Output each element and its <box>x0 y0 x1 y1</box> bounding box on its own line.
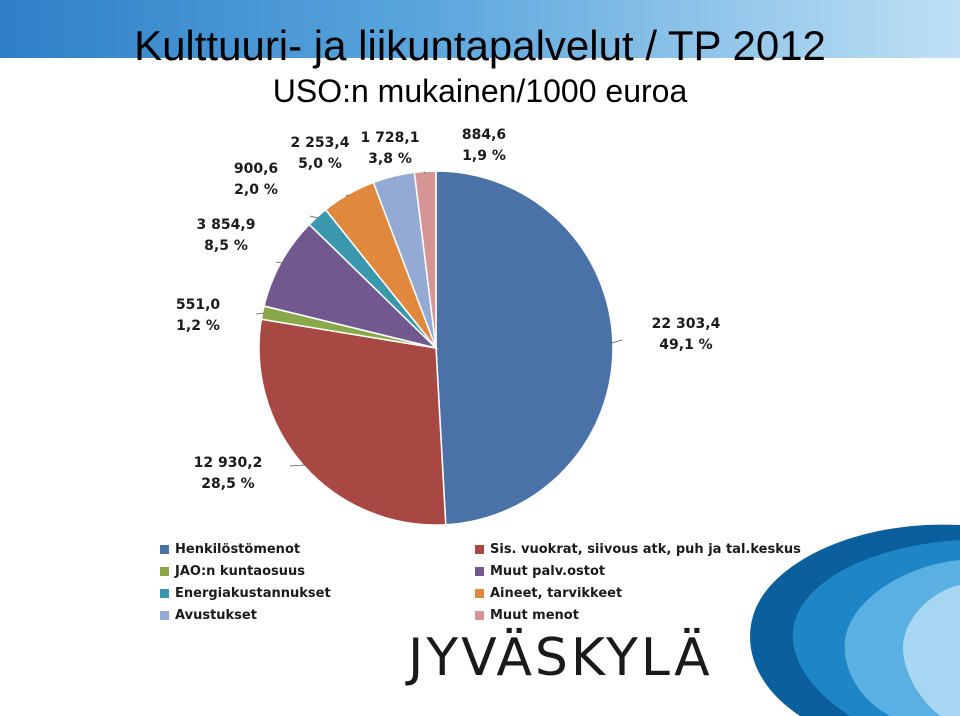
leader-line-7 <box>423 171 426 174</box>
legend-label: Aineet, tarvikkeet <box>490 585 623 601</box>
legend-swatch <box>475 610 484 620</box>
data-label-percent-4: 2,0 % <box>234 182 278 198</box>
legend-item-2: JAO:n kuntaosuus <box>160 562 475 580</box>
legend-item-6: Avustukset <box>160 606 475 624</box>
legend-label: Muut palv.ostot <box>490 563 606 579</box>
legend-item-1: Sis. vuokrat, siivous atk, puh ja tal.ke… <box>475 540 801 558</box>
slide-subtitle: USO:n mukainen/1000 euroa <box>272 73 688 109</box>
legend-swatch <box>475 544 484 554</box>
legend-label: Muut menot <box>490 607 579 623</box>
chart-legend: Henkilöstömenot Sis. vuokrat, siivous atk… <box>160 540 801 624</box>
legend-item-0: Henkilöstömenot <box>160 540 475 558</box>
legend-item-5: Aineet, tarvikkeet <box>475 584 800 602</box>
leader-lines <box>255 171 623 467</box>
leader-line-2 <box>255 312 265 315</box>
legend-swatch <box>475 566 484 576</box>
slide-title: Kulttuuri- ja liikuntapalvelut / TP 2012 <box>134 22 826 69</box>
header-band <box>0 0 960 58</box>
legend-swatch <box>160 566 169 576</box>
data-label-value-1: 12 930,2 <box>194 455 263 471</box>
data-label-percent-7: 1,9 % <box>462 148 506 164</box>
data-label-value-0: 22 303,4 <box>652 316 721 332</box>
data-label-value-7: 884,6 <box>462 127 506 143</box>
legend-swatch <box>475 588 484 598</box>
legend-label: JAO:n kuntaosuus <box>175 563 305 579</box>
legend-label: Sis. vuokrat, siivous atk, puh ja tal.ke… <box>490 541 801 557</box>
legend-label: Avustukset <box>175 607 257 623</box>
leader-line-4 <box>309 215 319 219</box>
legend-swatch <box>160 610 169 620</box>
data-label-value-3: 3 854,9 <box>197 217 256 233</box>
jyvaskyla-logo: JYVÄSKYLÄ <box>408 628 713 688</box>
legend-swatch <box>160 544 169 554</box>
leader-line-3 <box>275 261 284 264</box>
pie-slice-0 <box>435 170 614 526</box>
data-label-percent-5: 5,0 % <box>298 156 342 172</box>
data-label-percent-1: 28,5 % <box>201 476 254 492</box>
pie-slice-7 <box>413 170 437 349</box>
pie-slice-1 <box>258 318 447 526</box>
leader-line-5 <box>345 194 350 197</box>
legend-label: Energiakustannukset <box>175 585 331 601</box>
legend-item-7: Muut menot <box>475 606 800 624</box>
data-label-percent-3: 8,5 % <box>204 238 248 254</box>
legend-item-3: Muut palv.ostot <box>475 562 800 580</box>
data-label-value-6: 1 728,1 <box>361 130 420 146</box>
legend-item-4: Energiakustannukset <box>160 584 475 602</box>
data-label-percent-0: 49,1 % <box>659 337 712 353</box>
legend-label: Henkilöstömenot <box>175 541 301 557</box>
data-label-percent-2: 1,2 % <box>176 318 220 334</box>
leader-line-0 <box>610 339 623 344</box>
data-label-percent-6: 3,8 % <box>368 151 412 167</box>
data-label-value-2: 551,0 <box>176 297 221 313</box>
pie-slices <box>258 170 614 526</box>
legend-swatch <box>160 588 169 598</box>
leader-line-1 <box>289 464 306 467</box>
data-label-value-5: 2 253,4 <box>291 135 350 151</box>
pie-slice-3 <box>263 223 439 350</box>
wave-shape-pale <box>902 585 960 716</box>
data-label-value-4: 900,6 <box>234 161 278 177</box>
data-labels: 22 303,4 49,1 % 12 930,2 28,5 % 551,0 1,2 % 3 … <box>176 127 721 492</box>
